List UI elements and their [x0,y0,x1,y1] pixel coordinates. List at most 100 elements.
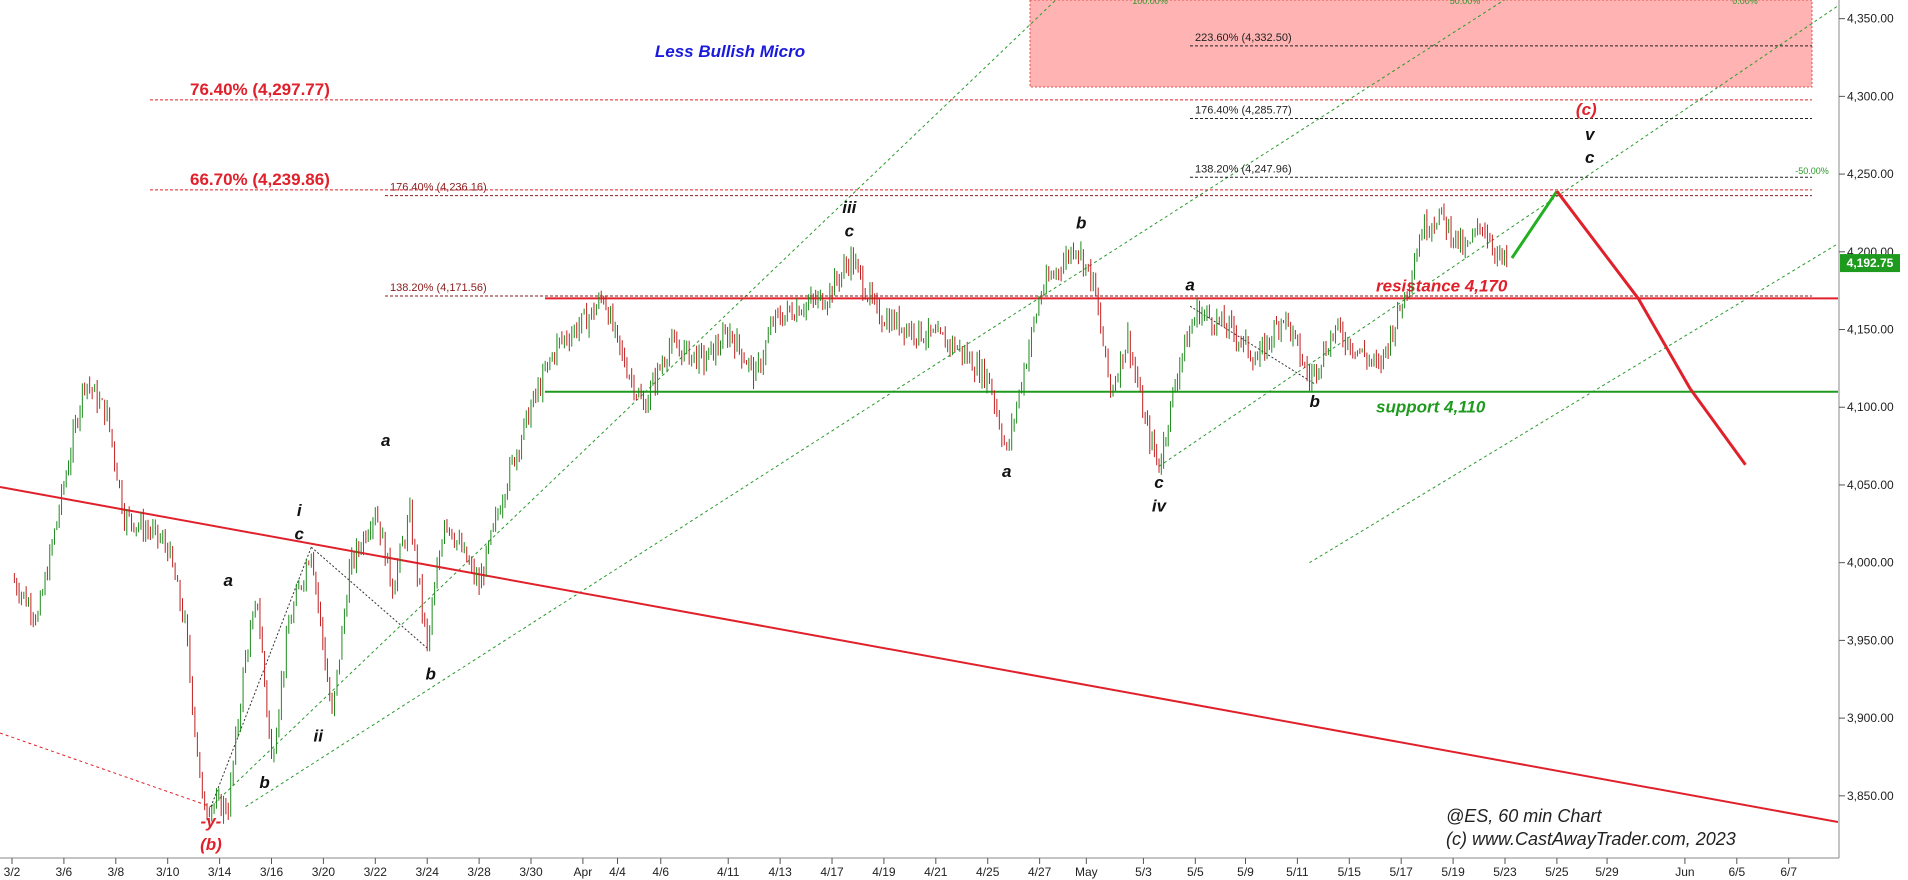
x-tick-label: 3/30 [519,865,543,879]
x-tick-label: 4/13 [768,865,792,879]
wave-label: b [1076,213,1086,232]
channel-line [210,0,1057,808]
y-tick-label: 3,900.00 [1847,711,1894,725]
last-price-tag: 4,192.75 [1840,254,1900,273]
x-tick-label: 5/25 [1545,865,1569,879]
channel-percent-label: 0.00% [1732,0,1758,6]
x-tick-label: May [1075,865,1098,879]
x-tick-label: 4/21 [924,865,948,879]
wave-label: a [1185,276,1194,295]
wave-label: c [1154,473,1164,492]
channel-percent-label: -50.00% [1795,166,1829,176]
chart-title: Less Bullish Micro [655,42,805,61]
x-tick-label: 3/10 [156,865,180,879]
x-tick-label: 5/11 [1286,865,1309,879]
x-tick-label: 4/27 [1028,865,1052,879]
wave-label: c [294,524,304,543]
x-tick-label: 3/2 [4,865,21,879]
x-tick-label: 3/6 [56,865,73,879]
trend-lines [0,305,1838,823]
x-tick-label: 4/17 [820,865,844,879]
fib-levels: 76.40% (4,297.77) 66.70% (4,239.86) 176.40… [150,32,1812,297]
x-tick-label: 5/3 [1135,865,1152,879]
x-tick-label: 3/16 [260,865,284,879]
x-tick-label: 5/17 [1390,865,1414,879]
fib-label: 66.70% (4,239.86) [190,170,330,189]
wave-label: v [1585,125,1596,144]
fib-label: 138.20% (4,247.96) [1195,163,1292,175]
x-tick-label: 5/5 [1187,865,1204,879]
y-tick-label: 4,150.00 [1847,323,1894,337]
support-resistance-levels: resistance 4,170 support 4,110 [545,276,1838,417]
x-tick-label: 3/22 [364,865,388,879]
x-tick-label: 3/28 [467,865,491,879]
level-label: resistance 4,170 [1376,276,1508,295]
wave-label: b [259,773,269,792]
x-tick-label: Jun [1675,865,1694,879]
channel-percent-label: 100.00% [1132,0,1168,6]
y-tick-label: 4,100.00 [1847,400,1894,414]
fib-label: 176.40% (4,236.16) [390,182,487,194]
x-tick-label: 6/5 [1728,865,1745,879]
x-tick-label: 5/23 [1493,865,1517,879]
price-series [13,203,1508,824]
x-tick-label: 4/11 [717,865,740,879]
x-tick-label: 4/6 [652,865,669,879]
x-tick-label: 6/7 [1780,865,1797,879]
trendline-dashed [0,732,212,808]
y-tick-label: 4,250.00 [1847,167,1894,181]
wave-label: a [381,431,390,450]
fib-label: 176.40% (4,285.77) [1195,104,1292,116]
wave-label: iv [1152,496,1168,515]
projection-down [1636,297,1692,390]
channel-line [245,0,1506,808]
x-tick-label: 3/14 [208,865,232,879]
y-tick-label: 4,050.00 [1847,478,1894,492]
wave-label: c [1585,148,1595,167]
x-tick-label: 3/20 [312,865,336,879]
y-tick-label: 3,850.00 [1847,789,1894,803]
channel-percent-label: 50.00% [1450,0,1481,6]
wave-connector [310,546,428,649]
projection-path [1510,190,1747,466]
x-tick-label: 4/25 [976,865,1000,879]
wave-label: a [224,571,233,590]
wave-label: iii [842,198,857,217]
fib-label: 138.20% (4,171.56) [390,282,487,294]
y-tick-label: 4,350.00 [1847,12,1894,26]
x-tick-label: 4/4 [609,865,626,879]
major-trendline [0,486,1838,823]
projection-down [1688,387,1747,466]
wave-label: (c) [1576,100,1597,119]
x-tick-label: 5/19 [1441,865,1465,879]
x-tick-label: 4/19 [872,865,896,879]
last-price-label: 4,192.75 [1847,256,1894,270]
projection-up [1510,190,1559,259]
x-tick-label: 5/29 [1595,865,1619,879]
channel-lines: 100.00% 50.00% 0.00% -50.00% [210,0,1838,808]
level-label: support 4,110 [1376,398,1486,417]
fib-label: 223.60% (4,332.50) [1195,32,1292,44]
x-tick-label: 3/24 [416,865,440,879]
x-tick-label: 5/15 [1338,865,1362,879]
wave-label: i [297,501,303,520]
watermark-line-1: @ES, 60 min Chart [1446,806,1602,826]
x-tick-label: 3/8 [107,865,124,879]
y-tick-label: 3,950.00 [1847,633,1894,647]
projection-down [1555,190,1640,300]
y-tick-label: 4,300.00 [1847,89,1894,103]
y-tick-label: 4,000.00 [1847,556,1894,570]
wave-label: ii [313,726,324,745]
x-tick-label: Apr [574,865,593,879]
channel-line [1309,243,1838,564]
wave-label: -y- [201,812,222,831]
target-zone [1029,0,1813,88]
x-axis: 3/2 3/6 3/8 3/10 3/14 3/16 3/20 3/22 3/24 3/28 3/3… [4,858,1797,879]
x-tick-label: 5/9 [1237,865,1254,879]
fib-label: 76.40% (4,297.77) [190,80,330,99]
wave-label: a [1002,462,1011,481]
wave-label: b [425,664,435,683]
watermark-line-2: (c) www.CastAwayTrader.com, 2023 [1446,829,1736,849]
